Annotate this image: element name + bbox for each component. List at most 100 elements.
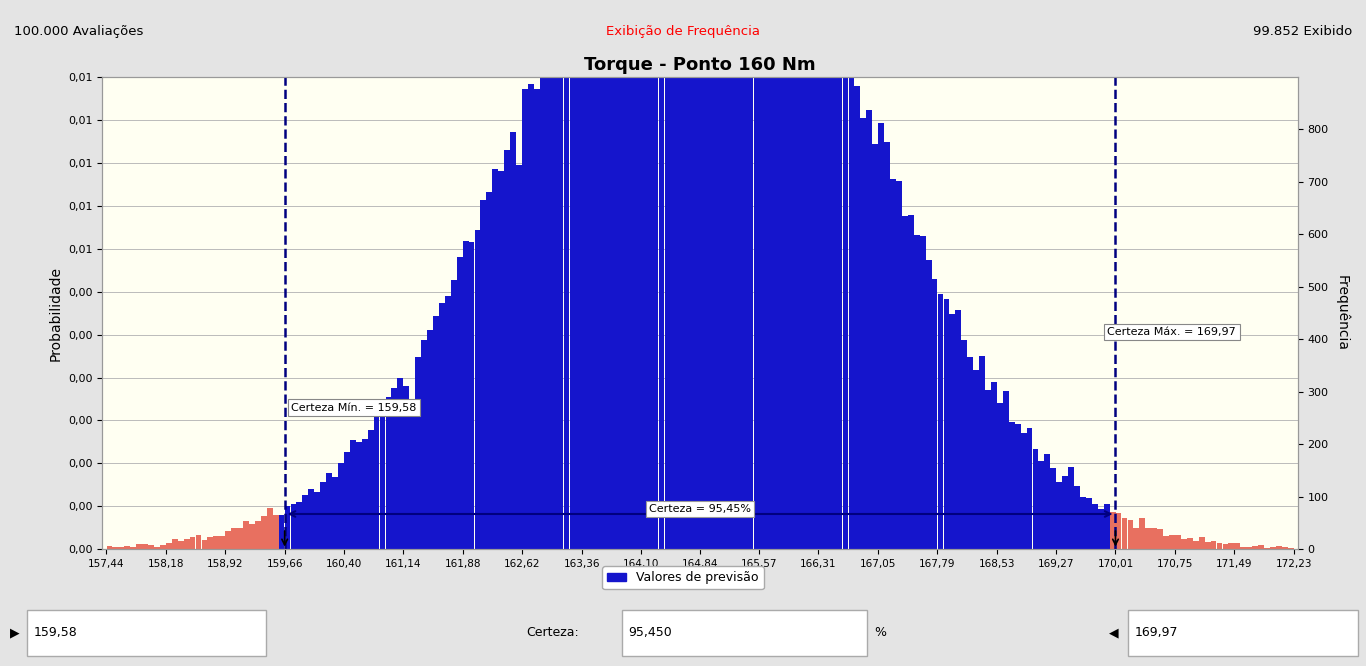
Bar <box>557 21 564 549</box>
Text: Certeza = 95,45%: Certeza = 95,45% <box>649 504 751 514</box>
Bar <box>582 0 587 549</box>
Bar <box>130 547 137 549</box>
Bar <box>492 169 499 549</box>
Bar <box>148 545 154 549</box>
Bar <box>202 540 208 549</box>
Y-axis label: Probabilidade: Probabilidade <box>49 266 63 360</box>
Bar <box>628 0 635 549</box>
Bar <box>314 492 320 549</box>
Bar <box>374 417 380 549</box>
Bar <box>160 545 165 549</box>
Bar <box>469 242 474 549</box>
Text: ▶: ▶ <box>10 626 19 639</box>
Bar <box>747 0 754 549</box>
Bar <box>587 0 593 549</box>
Bar <box>291 504 296 549</box>
Bar <box>664 0 671 549</box>
Bar <box>534 89 540 549</box>
Bar <box>729 0 736 549</box>
Bar <box>1098 509 1104 549</box>
Bar <box>1050 468 1056 549</box>
Bar <box>790 0 795 549</box>
Text: Certeza Máx. = 169,97: Certeza Máx. = 169,97 <box>1108 327 1236 337</box>
Bar <box>694 0 699 549</box>
Bar <box>1038 461 1045 549</box>
Bar <box>1116 513 1121 549</box>
Bar <box>600 0 605 549</box>
Y-axis label: Frequência: Frequência <box>1335 275 1350 351</box>
Bar <box>1175 535 1180 549</box>
Bar <box>891 178 896 549</box>
Bar <box>1104 503 1109 549</box>
Bar <box>1253 546 1258 549</box>
Bar <box>861 118 866 549</box>
Bar <box>137 544 142 549</box>
Bar <box>1169 535 1175 549</box>
Bar <box>1152 528 1157 549</box>
Bar <box>736 0 742 549</box>
Bar <box>142 544 148 549</box>
Bar <box>438 303 445 549</box>
Bar <box>1086 498 1091 549</box>
Bar <box>1281 547 1288 549</box>
Bar <box>337 463 344 549</box>
Bar <box>967 356 973 549</box>
Bar <box>706 0 712 549</box>
Bar <box>1127 519 1134 549</box>
Bar <box>213 535 219 549</box>
Bar <box>463 240 469 549</box>
Bar <box>1199 537 1205 549</box>
Bar <box>380 414 385 549</box>
Text: 100.000 Avaliações: 100.000 Avaliações <box>14 25 143 38</box>
Bar <box>1193 541 1198 549</box>
Bar <box>754 0 759 549</box>
Bar <box>249 524 255 549</box>
Bar <box>1009 422 1015 549</box>
Bar <box>1068 467 1074 549</box>
Bar <box>831 15 836 549</box>
Bar <box>474 230 481 549</box>
Bar <box>284 506 291 549</box>
Bar <box>119 547 124 549</box>
Bar <box>1045 454 1050 549</box>
Text: Exibição de Frequência: Exibição de Frequência <box>607 25 759 38</box>
Bar <box>1205 541 1210 549</box>
Bar <box>641 0 646 549</box>
Bar <box>243 521 249 549</box>
Bar <box>1187 538 1193 549</box>
Bar <box>813 0 818 549</box>
Bar <box>1246 547 1253 549</box>
Bar <box>653 0 658 549</box>
Bar <box>800 5 807 549</box>
Text: Certeza:: Certeza: <box>526 626 579 639</box>
Bar <box>1210 541 1217 549</box>
Bar <box>855 86 861 549</box>
Bar <box>926 260 932 549</box>
Bar <box>350 440 355 549</box>
FancyBboxPatch shape <box>1128 610 1358 655</box>
Text: ◀: ◀ <box>1109 626 1119 639</box>
Bar <box>742 0 747 549</box>
Bar <box>944 299 949 549</box>
Bar <box>765 0 772 549</box>
Bar <box>326 473 332 549</box>
Bar <box>172 539 178 549</box>
Bar <box>428 330 433 549</box>
Bar <box>955 310 962 549</box>
Title: Torque - Ponto 160 Nm: Torque - Ponto 160 Nm <box>585 56 816 74</box>
Bar <box>671 0 676 549</box>
Bar <box>481 200 486 549</box>
Bar <box>884 142 891 549</box>
Bar <box>1109 512 1116 549</box>
Text: %: % <box>874 626 887 639</box>
Bar <box>1223 543 1228 549</box>
Bar <box>878 123 884 549</box>
Bar <box>777 0 783 549</box>
Bar <box>902 216 908 549</box>
Bar <box>772 0 777 549</box>
Bar <box>1264 548 1270 549</box>
FancyBboxPatch shape <box>27 610 266 655</box>
Bar <box>623 0 628 549</box>
Bar <box>415 357 421 549</box>
Bar <box>1003 392 1008 549</box>
